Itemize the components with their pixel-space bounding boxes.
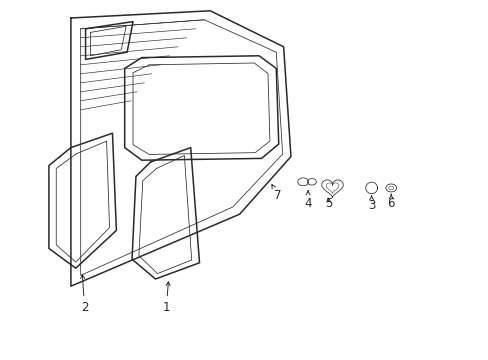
Text: 6: 6 — [386, 194, 394, 210]
Text: 7: 7 — [271, 185, 281, 202]
Text: 4: 4 — [304, 191, 311, 210]
Text: 1: 1 — [162, 282, 170, 314]
Text: 3: 3 — [367, 196, 375, 212]
Text: 2: 2 — [81, 275, 88, 314]
Text: 5: 5 — [324, 197, 332, 210]
